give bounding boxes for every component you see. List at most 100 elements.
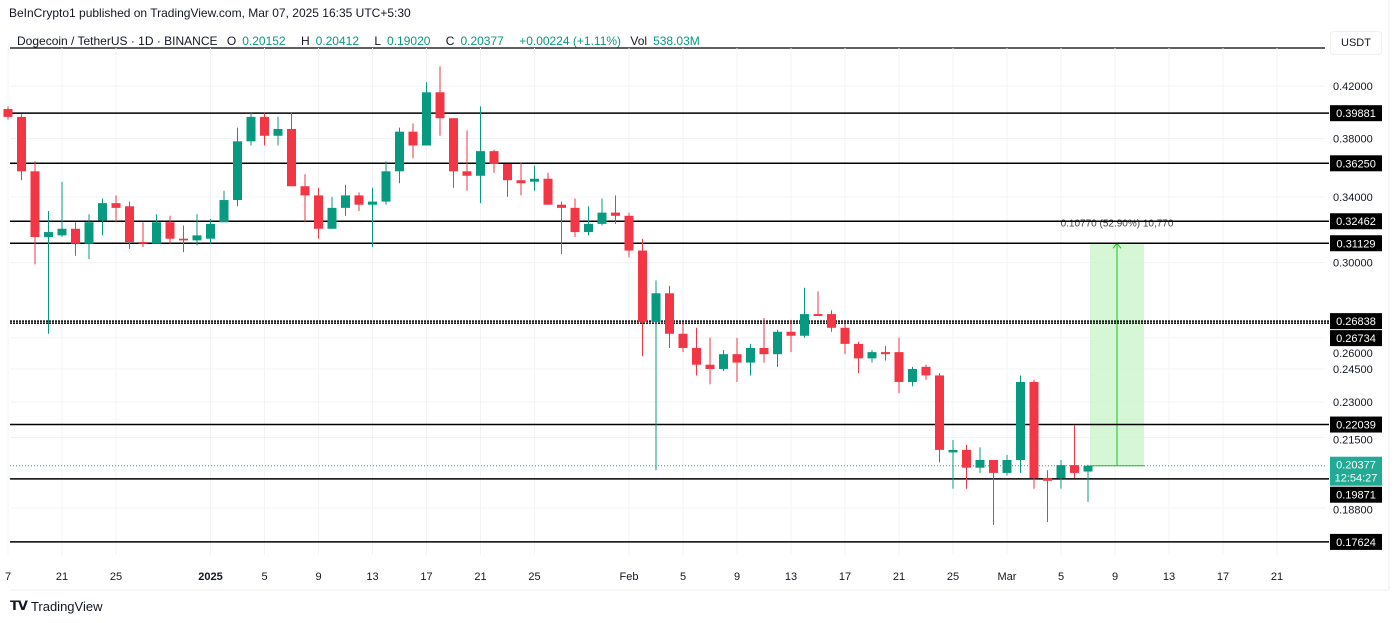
candle-down (840, 327, 850, 344)
level-price-badge (1330, 155, 1382, 172)
candle-up (530, 178, 539, 182)
price-tick-label: 0.24500 (1333, 364, 1373, 376)
volume-number: 538.03M (653, 34, 700, 48)
candle-down (449, 118, 458, 172)
date-tick-label: 5 (1058, 571, 1064, 583)
candle-up (948, 449, 958, 453)
tradingview-footer: 𝗧𝗩 TradingView (10, 598, 102, 614)
level-price-badge (1330, 416, 1382, 433)
candle-down (665, 293, 674, 334)
level-price-badge (1330, 313, 1382, 330)
date-tick-label: 21 (56, 571, 68, 583)
current-price-label: 0.20377 (1336, 460, 1376, 472)
candle-down (165, 222, 175, 239)
candle-up (422, 92, 431, 146)
candle-down (921, 366, 931, 376)
candle-up (98, 203, 107, 221)
level-price-label: 0.39881 (1336, 108, 1376, 120)
candle-down (570, 207, 580, 233)
candle-up (975, 459, 985, 468)
date-tick-label: 5 (261, 571, 267, 583)
candle-down (557, 204, 566, 208)
high-number: 0.20412 (315, 34, 360, 48)
price-tick-label: 0.34000 (1333, 192, 1373, 204)
candle-up (719, 354, 728, 369)
candle-down (759, 347, 769, 355)
candle-down (1043, 478, 1052, 481)
level-price-label: 0.32462 (1336, 216, 1376, 228)
candle-down (462, 171, 472, 176)
candle-down (489, 151, 499, 165)
level-price-badge (1330, 486, 1382, 503)
candle-down (732, 354, 742, 363)
candle-down (827, 314, 836, 328)
volume-label: Vol (630, 34, 648, 48)
candle-up (44, 232, 53, 238)
candle-up (584, 223, 593, 233)
candle-up (246, 116, 256, 142)
price-tick-label: 0.26000 (1333, 348, 1373, 360)
candle-down (935, 375, 944, 450)
open-value: O 0.20152 (227, 34, 292, 48)
bar-countdown-label: 12:54:27 (1335, 473, 1378, 485)
level-price-label: 0.17624 (1336, 537, 1376, 549)
high-label: H (300, 34, 310, 48)
candle-up (368, 201, 377, 205)
candle-down (300, 186, 310, 196)
currency-button[interactable]: USDT (1330, 31, 1382, 55)
candle-down (408, 131, 418, 146)
symbol-legend: Dogecoin / TetherUS · 1D · BINANCE O 0.20… (17, 34, 712, 48)
tradingview-brand: TradingView (30, 598, 103, 614)
candle-up (1056, 465, 1066, 479)
date-tick-label: 17 (420, 571, 432, 583)
candle-up (800, 314, 809, 336)
tradingview-logo-icon: 𝗧𝗩 (10, 598, 28, 613)
candle-down (3, 108, 13, 117)
candle-up (746, 347, 755, 363)
low-value: L 0.19020 (374, 34, 436, 48)
date-tick-label: 5 (680, 571, 686, 583)
high-value: H 0.20412 (301, 34, 365, 48)
price-tick-label: 0.38000 (1333, 134, 1373, 146)
candle-down (705, 364, 715, 369)
candle-up (773, 331, 782, 355)
date-tick-label: 25 (110, 571, 122, 583)
price-tick-label: 0.23000 (1333, 397, 1373, 409)
candle-down (678, 333, 688, 348)
candle-up (192, 235, 202, 241)
level-price-label: 0.19871 (1336, 490, 1376, 502)
open-number: 0.20152 (242, 34, 286, 48)
candle-up (1016, 381, 1025, 460)
candle-down (611, 212, 620, 216)
date-tick-label: 17 (1217, 571, 1229, 583)
candle-down (125, 206, 134, 243)
candle-up (219, 200, 229, 223)
candle-up (395, 131, 404, 172)
candle-down (435, 92, 445, 119)
candle-up (152, 222, 161, 244)
candle-down (30, 171, 40, 238)
candle-up (57, 228, 67, 236)
candle-up (273, 128, 283, 136)
measure-label: 0.10770 (52.90%) 10,770 (1061, 218, 1174, 229)
candle-down (260, 116, 269, 136)
close-label: C (445, 34, 455, 48)
close-number: 0.20377 (460, 34, 504, 48)
date-tick-label: Mar (998, 571, 1017, 583)
date-tick-label: 17 (839, 571, 851, 583)
candle-down (638, 250, 647, 322)
date-tick-label: 9 (315, 571, 321, 583)
close-value: C 0.20377 (446, 34, 510, 48)
candle-up (651, 293, 661, 322)
change-value: +0.00224 (+1.11%) (519, 34, 622, 48)
candle-down (138, 242, 148, 244)
price-tick-label: 0.30000 (1333, 258, 1373, 270)
symbol-name[interactable]: Dogecoin / TetherUS · 1D · BINANCE (17, 34, 218, 48)
open-label: O (226, 34, 237, 48)
level-price-badge (1330, 330, 1382, 347)
date-tick-label: 13 (366, 571, 378, 583)
candle-up (206, 223, 215, 239)
candle-up (476, 151, 485, 176)
date-tick-label: Feb (620, 571, 639, 583)
